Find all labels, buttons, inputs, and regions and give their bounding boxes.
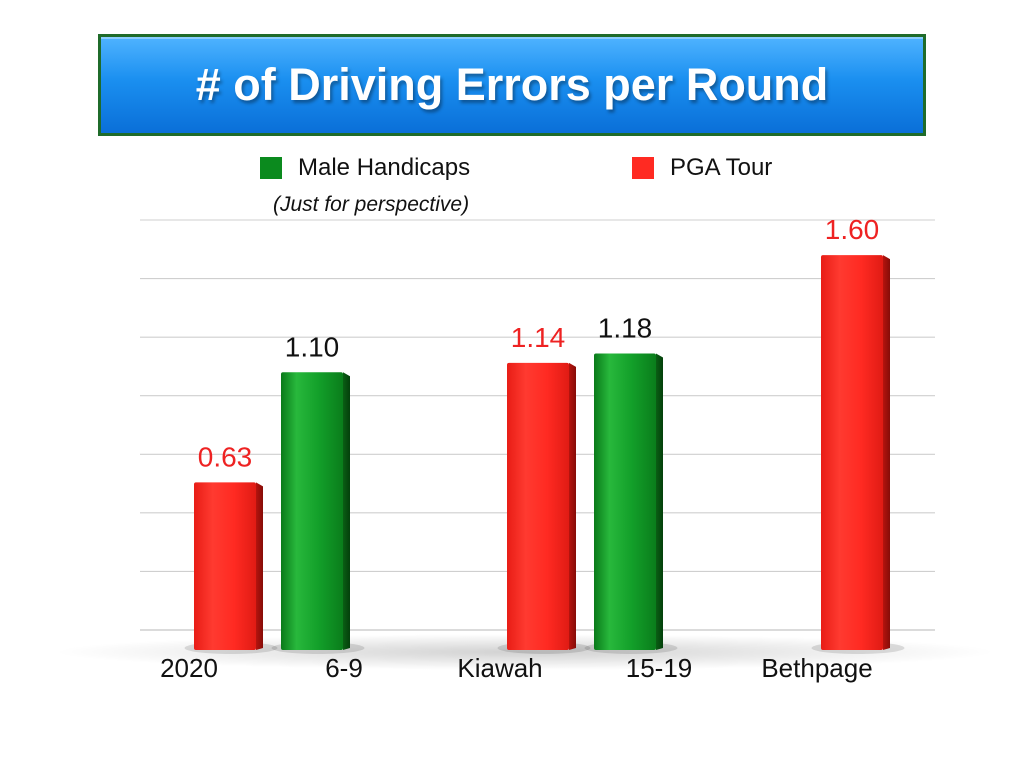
bar-face [507, 362, 569, 650]
legend-label-pga: PGA Tour [670, 154, 773, 181]
bar-face [821, 255, 883, 650]
x-tick-labels: 2020 6-9 Kiawah 15-19 Bethpage [160, 653, 873, 683]
bar-face [594, 353, 656, 650]
bar-15-19 [584, 353, 678, 654]
bar-face [281, 372, 343, 650]
legend-swatch-pga [632, 157, 654, 179]
bar-face [194, 482, 256, 650]
bar-6-9 [271, 372, 365, 654]
bar-Kiawah [497, 362, 591, 654]
x-tick-15-19: 15-19 [626, 653, 693, 683]
x-tick-Kiawah: Kiawah [457, 653, 542, 683]
bar-2020 [184, 482, 278, 654]
x-tick-Bethpage: Bethpage [761, 653, 872, 683]
bar-side [569, 362, 576, 650]
x-tick-2020: 2020 [160, 653, 218, 683]
value-label-2020: 0.63 [198, 441, 253, 472]
bars [184, 255, 905, 654]
chart-title-box: # of Driving Errors per Round [98, 34, 926, 136]
value-label-Bethpage: 1.60 [825, 214, 880, 245]
bar-Bethpage [811, 255, 905, 654]
legend-swatch-male [260, 157, 282, 179]
value-label-Kiawah: 1.14 [511, 322, 566, 353]
bar-side [656, 353, 663, 650]
bar-side [343, 372, 350, 650]
value-label-15-19: 1.18 [598, 313, 653, 344]
value-label-6-9: 1.10 [285, 331, 340, 362]
x-tick-6-9: 6-9 [325, 653, 363, 683]
value-labels: 0.63 1.10 1.14 1.18 1.60 [198, 214, 880, 472]
bar-side [256, 482, 263, 650]
bar-side [883, 255, 890, 650]
legend-label-male: Male Handicaps [298, 154, 471, 181]
chart-title: # of Driving Errors per Round [195, 59, 829, 110]
legend-note: (Just for perspective) [273, 193, 470, 216]
